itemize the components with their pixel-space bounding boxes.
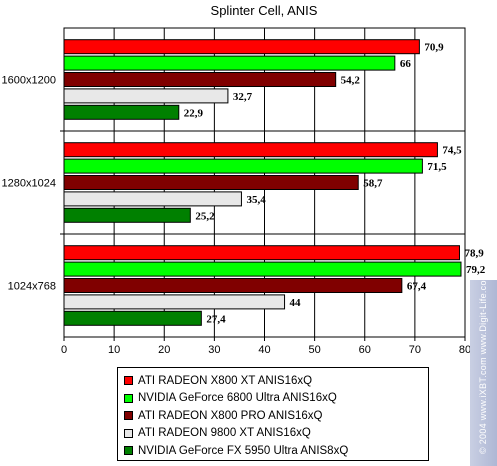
data-label: 79,2: [466, 264, 486, 276]
bar: [63, 175, 359, 190]
bar: [63, 158, 423, 174]
x-tick-label: 80: [459, 344, 471, 356]
category-label: 1280x1024: [2, 178, 56, 190]
x-axis-ticks: 0 10 20 30 40 50 60 70 80: [61, 337, 471, 356]
bar: [63, 88, 229, 104]
x-tick-label: 30: [208, 344, 220, 356]
data-label: 58,7: [363, 178, 383, 190]
category-labels: 1600x1200 1280x1024 1024x768: [2, 75, 56, 293]
bar: [63, 55, 396, 71]
bars: [63, 39, 462, 326]
data-label: 44: [290, 297, 302, 309]
legend-item: ATI RADEON X800 XT ANIS16xQ: [124, 372, 428, 390]
data-label: 22,9: [184, 107, 204, 119]
bar: [63, 261, 462, 277]
watermark: [470, 280, 497, 466]
legend-item: NVIDIA GeForce 6800 Ultra ANIS16xQ: [124, 390, 428, 408]
legend-swatch: [124, 428, 133, 438]
bar: [63, 142, 438, 158]
legend-label: NVIDIA GeForce 6800 Ultra ANIS16xQ: [138, 392, 337, 405]
legend-item: NVIDIA GeForce FX 5950 Ultra ANIS8xQ: [124, 442, 428, 460]
x-tick-label: 50: [309, 344, 321, 356]
chart-title: Splinter Cell, ANIS: [211, 3, 318, 18]
legend-label: ATI RADEON X800 PRO ANIS16xQ: [138, 409, 323, 422]
legend-label: ATI RADEON X800 XT ANIS16xQ: [138, 374, 313, 387]
bar: [63, 310, 202, 326]
x-tick-label: 10: [108, 344, 120, 356]
x-tick-label: 70: [409, 344, 421, 356]
x-tick-label: 40: [258, 344, 270, 356]
data-label: 54,2: [341, 75, 361, 87]
legend-swatch: [124, 446, 133, 456]
data-label: 32,7: [233, 91, 253, 103]
x-tick-label: 20: [158, 344, 170, 356]
data-label: 67,4: [407, 281, 427, 293]
legend-item: ATI RADEON 9800 XT ANIS16xQ: [124, 425, 428, 443]
watermark-text: © 2004 www.iXBT.com www.Digit-Life.com: [478, 272, 488, 454]
bar: [63, 294, 286, 310]
bar: [63, 191, 242, 207]
bar: [63, 245, 460, 261]
data-label: 70,9: [424, 42, 444, 54]
data-label: 74,5: [442, 145, 462, 157]
bar: [63, 39, 420, 55]
legend-swatch: [124, 393, 133, 403]
bar: [63, 278, 403, 293]
bar: [63, 104, 180, 120]
value-labels: 70,9 66 54,2 32,7 22,9 74,5 71,5 58,7 35,4 25,2 78…: [184, 42, 486, 326]
legend: ATI RADEON X800 XT ANIS16xQ NVIDIA GeForc…: [117, 367, 429, 461]
legend-label: ATI RADEON 9800 XT ANIS16xQ: [138, 427, 311, 440]
data-label: 27,4: [206, 313, 226, 325]
legend-item: ATI RADEON X800 PRO ANIS16xQ: [124, 407, 428, 425]
legend-swatch: [124, 411, 133, 421]
bar: [63, 207, 191, 223]
category-label: 1600x1200: [2, 75, 56, 87]
data-label: 35,4: [246, 194, 266, 206]
category-label: 1024x768: [8, 281, 56, 293]
bar: [63, 72, 337, 87]
data-label: 78,9: [464, 248, 484, 260]
data-label: 71,5: [427, 161, 447, 173]
legend-swatch: [124, 376, 133, 386]
legend-label: NVIDIA GeForce FX 5950 Ultra ANIS8xQ: [138, 444, 349, 457]
x-tick-label: 0: [61, 344, 67, 356]
x-tick-label: 60: [359, 344, 371, 356]
data-label: 66: [400, 58, 412, 70]
data-label: 25,2: [195, 210, 215, 222]
